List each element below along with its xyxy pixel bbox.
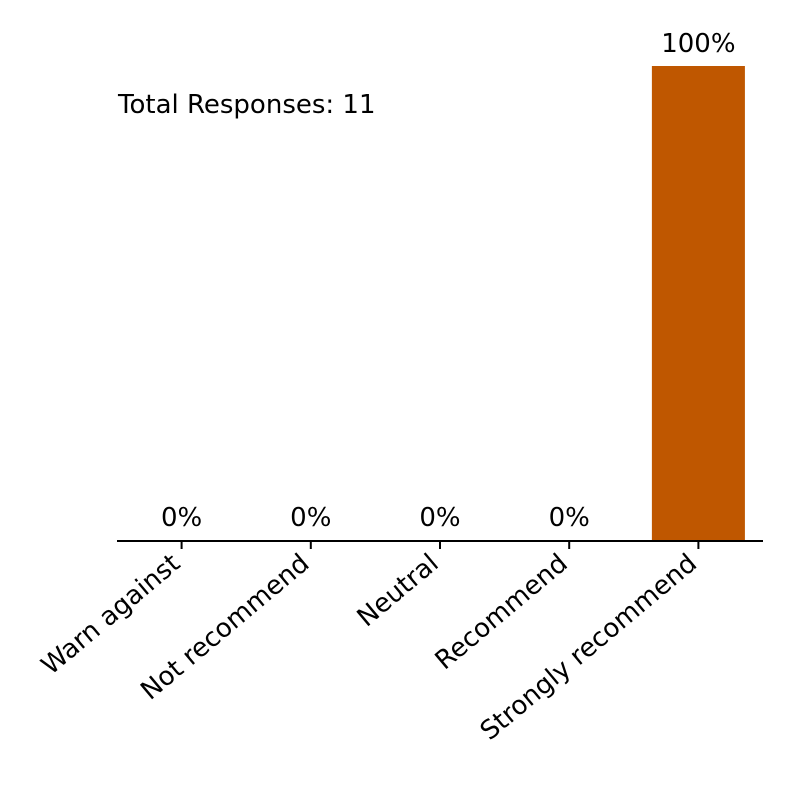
ticks-layer: [180, 541, 700, 549]
value-label-2: 0%: [419, 503, 460, 533]
value-label-4: 100%: [661, 29, 735, 59]
value-label-3: 0%: [549, 503, 590, 533]
value-labels-layer: 0% 0% 0% 0% 100%: [161, 29, 736, 533]
bar-4: [651, 66, 745, 540]
bars-layer: [651, 66, 745, 540]
value-label-0: 0%: [161, 503, 202, 533]
value-label-1: 0%: [290, 503, 331, 533]
total-responses-annotation: Total Responses: 11: [117, 90, 376, 120]
